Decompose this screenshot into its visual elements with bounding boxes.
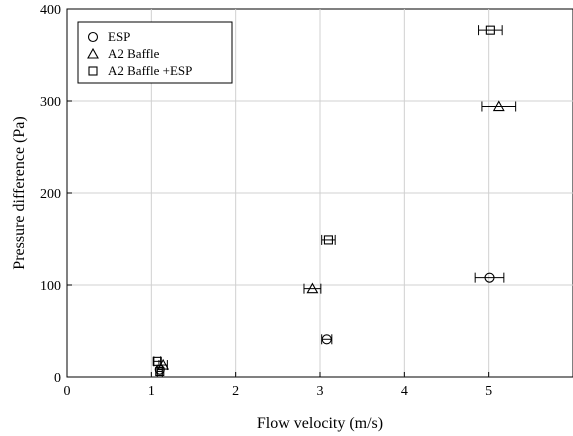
- grid: [67, 9, 573, 377]
- x-tick-label: 3: [317, 384, 324, 399]
- data-point-square: [155, 366, 165, 377]
- x-axis-title: Flow velocity (m/s): [257, 415, 383, 432]
- y-tick-label: 100: [40, 279, 61, 294]
- legend: ESP A2 Baffle A2 Baffle +ESP: [77, 21, 233, 84]
- y-axis-title: Pressure difference (Pa): [11, 116, 28, 269]
- x-tick-label: 4: [401, 384, 408, 399]
- circle-marker: [321, 334, 332, 345]
- square-marker: [152, 356, 162, 366]
- triangle-marker: [492, 100, 505, 112]
- y-tick-label: 200: [40, 187, 61, 202]
- data-point-square: [478, 25, 503, 36]
- data-point-square: [321, 234, 336, 245]
- axis-ticks: 0 1 2 3 4 5 0 100 200 300 400: [40, 3, 492, 399]
- square-marker: [323, 235, 333, 245]
- legend-circle-icon: [87, 31, 99, 43]
- x-tick-label: 5: [485, 384, 492, 399]
- y-tick-label: 0: [54, 371, 61, 386]
- x-tick-label: 2: [232, 384, 239, 399]
- legend-square-icon: [88, 66, 98, 76]
- y-tick-label: 400: [40, 3, 61, 18]
- data-point-circle: [474, 272, 505, 283]
- data-points: [152, 25, 517, 377]
- data-point-square: [152, 356, 162, 367]
- square-marker: [485, 25, 495, 35]
- circle-marker: [484, 272, 495, 283]
- legend-label-a2-baffle-esp: A2 Baffle +ESP: [108, 63, 192, 78]
- y-tick-label: 300: [40, 95, 61, 110]
- data-point-triangle: [481, 100, 517, 112]
- x-tick-label: 1: [148, 384, 155, 399]
- legend-triangle-icon: [87, 47, 99, 59]
- legend-label-a2-baffle: A2 Baffle: [108, 46, 160, 61]
- square-marker: [155, 366, 165, 377]
- legend-label-esp: ESP: [108, 29, 130, 44]
- data-point-triangle: [303, 282, 322, 294]
- x-tick-label: 0: [64, 384, 71, 399]
- data-point-circle: [321, 334, 333, 345]
- triangle-marker: [306, 282, 319, 294]
- legend-box: [77, 21, 233, 84]
